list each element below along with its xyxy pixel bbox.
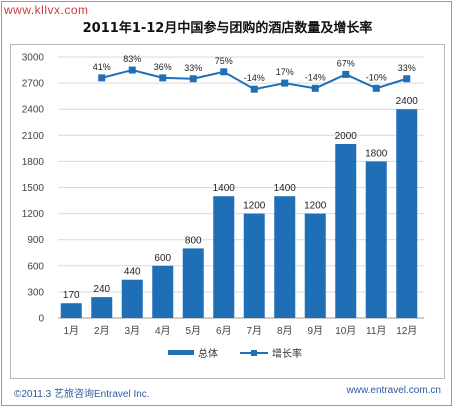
bar	[91, 297, 113, 318]
growth-label: 33%	[184, 63, 202, 73]
x-category-label: 7月	[246, 325, 262, 337]
grid-layer	[58, 56, 424, 319]
y-tick-label: 900	[27, 235, 44, 246]
bar-data-label: 170	[63, 290, 80, 301]
bar	[365, 161, 387, 318]
y-tick-label: 600	[27, 261, 44, 272]
growth-marker	[98, 74, 106, 82]
x-axis-labels: 1月 2月 3月 4月 5月 6月 7月 8月 9月 10月 11月 12月	[63, 325, 417, 337]
y-tick-label: 1800	[22, 157, 45, 168]
y-tick-label: 300	[27, 287, 44, 298]
bar	[213, 196, 235, 318]
bar-data-label: 1200	[304, 201, 327, 212]
legend-label-bar: 总体	[198, 347, 218, 360]
y-tick-label: 0	[38, 314, 44, 325]
y-tick-label: 2100	[22, 131, 45, 142]
growth-marker	[372, 84, 380, 92]
bar-data-label: 800	[185, 235, 202, 246]
y-tick-label: 2400	[22, 105, 45, 116]
growth-label: -10%	[366, 72, 387, 82]
copyright-text: ©2011.3 艺旅咨询Entravel Inc.	[14, 389, 150, 400]
growth-marker	[189, 75, 197, 83]
bar-data-label: 2000	[335, 131, 358, 142]
growth-label: 83%	[123, 54, 141, 64]
bar-data-label: 240	[93, 284, 110, 295]
legend-swatch-bar	[168, 350, 194, 355]
x-category-label: 2月	[94, 325, 110, 337]
y-tick-label: 1200	[22, 209, 45, 220]
x-category-label: 3月	[124, 325, 140, 337]
x-category-label: 10月	[335, 325, 356, 337]
growth-marker	[128, 66, 136, 74]
legend-label-line: 增长率	[272, 347, 302, 360]
watermark: www.kllvx.com	[4, 3, 89, 17]
plot-area-border	[10, 44, 445, 379]
bar	[60, 303, 82, 318]
bar	[243, 213, 265, 318]
bar	[274, 196, 296, 318]
growth-label: 41%	[93, 62, 111, 72]
bar	[152, 265, 174, 318]
legend-swatch-marker	[251, 350, 257, 356]
bar-data-label: 1200	[243, 201, 266, 212]
y-tick-label: 2700	[22, 79, 45, 90]
bar	[335, 144, 357, 318]
growth-marker	[311, 84, 319, 92]
growth-marker	[403, 75, 411, 83]
legend: 总体 增长率	[168, 347, 302, 360]
bar-data-label: 1400	[274, 183, 297, 194]
growth-label: 36%	[154, 62, 172, 72]
growth-label: 67%	[337, 58, 355, 68]
growth-label: 75%	[215, 56, 233, 66]
bar-data-label: 1400	[213, 183, 236, 194]
bar	[121, 279, 143, 318]
x-category-label: 5月	[185, 325, 201, 337]
x-category-label: 12月	[396, 325, 417, 337]
chart-title: 2011年1-12月中国参与团购的酒店数量及增长率	[82, 21, 373, 36]
growth-line-series: 41% 83% 36% 33% 75% -14% 17% -14% 67% -10% 33%	[93, 54, 416, 93]
website-text: www.entravel.com.cn	[346, 385, 441, 396]
bar	[304, 213, 326, 318]
growth-label: -14%	[244, 73, 265, 83]
y-tick-label: 3000	[22, 53, 45, 64]
x-category-label: 1月	[63, 325, 79, 337]
bar-series	[60, 109, 418, 318]
growth-marker	[159, 74, 167, 82]
growth-label: 33%	[398, 63, 416, 73]
bar	[182, 248, 204, 318]
bar	[396, 109, 418, 318]
y-tick-label: 1500	[22, 183, 45, 194]
growth-marker	[281, 79, 289, 87]
bar-data-label: 1800	[365, 148, 388, 159]
growth-marker	[220, 68, 228, 76]
x-category-label: 6月	[216, 325, 232, 337]
growth-marker	[342, 70, 350, 78]
bar-data-label: 2400	[396, 96, 419, 107]
x-category-label: 4月	[155, 325, 171, 337]
y-axis-ticks: 0 300 600 900 1200 1500 1800 2100 2400 2700 3000	[22, 53, 45, 325]
x-category-label: 8月	[277, 325, 293, 337]
bar-data-label: 440	[124, 267, 141, 278]
bar-data-label: 600	[154, 253, 171, 264]
x-category-label: 11月	[366, 325, 386, 337]
growth-label: 17%	[276, 67, 294, 77]
growth-label: -14%	[305, 72, 326, 82]
x-category-label: 9月	[307, 325, 323, 337]
growth-marker	[250, 85, 258, 93]
bar-data-labels: 170 240 440 600 800 1400 1200 1400 1200 2000 1800 2…	[63, 96, 418, 301]
